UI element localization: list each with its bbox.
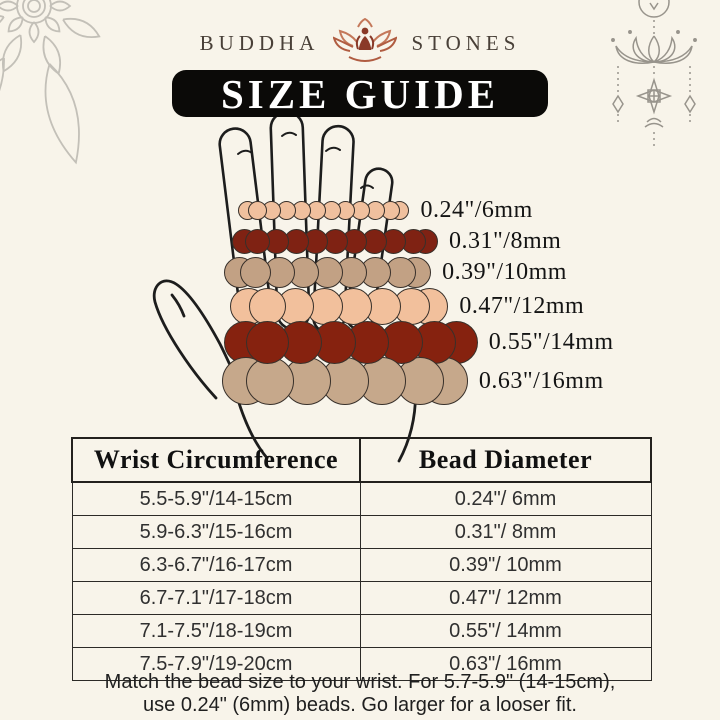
brand-logo: BUDDHA STONES: [0, 18, 720, 68]
bead-size-label: 0.47"/12mm: [459, 293, 585, 319]
brand-word-left: BUDDHA: [199, 30, 320, 55]
table-cell: 0.31"/ 8mm: [359, 515, 652, 549]
bead-strand-row: 0.55"/14mm: [224, 321, 614, 364]
bead-size-label: 0.31"/8mm: [449, 228, 562, 254]
table-cell: 0.24"/ 6mm: [359, 481, 652, 516]
bead-strand-row: 0.47"/12mm: [230, 288, 614, 325]
table-cell: 0.47"/ 12mm: [359, 581, 652, 615]
table-row: 6.3-6.7"/16-17cm 0.39"/ 10mm: [71, 548, 652, 582]
table-cell: 0.39"/ 10mm: [359, 548, 652, 582]
table-cell: 7.1-7.5"/18-19cm: [71, 614, 361, 648]
bead: [247, 201, 267, 220]
table-row: 7.1-7.5"/18-19cm 0.55"/ 14mm: [71, 614, 652, 648]
bead-strand-row: 0.63"/16mm: [222, 357, 614, 405]
brand-word-right: STONES: [411, 30, 521, 55]
bead: [246, 357, 294, 405]
table-cell: 7.5-7.9"/19-20cm: [71, 647, 361, 681]
bead-size-label: 0.55"/14mm: [488, 329, 614, 355]
bead-strand-row: 0.31"/8mm: [232, 228, 614, 255]
table-row: 6.7-7.1"/17-18cm 0.47"/ 12mm: [71, 581, 652, 615]
table-cell: 6.7-7.1"/17-18cm: [71, 581, 361, 615]
bead-strand-row: 0.24"/6mm: [238, 197, 614, 224]
bead: [239, 257, 271, 288]
footnote-line-1: Match the bead size to your wrist. For 5…: [104, 671, 616, 693]
table-cell: 6.3-6.7"/16-17cm: [71, 548, 361, 582]
footnote-line-2: use 0.24" (6mm) beads. Go larger for a l…: [143, 694, 577, 716]
bead-strand-row: 0.39"/10mm: [224, 257, 614, 288]
bead-size-label: 0.24"/6mm: [420, 197, 533, 223]
table-cell: 5.9-6.3"/15-16cm: [71, 515, 361, 549]
table-cell: 5.5-5.9"/14-15cm: [71, 481, 361, 516]
bead: [245, 321, 289, 364]
bead-size-label: 0.39"/10mm: [442, 259, 567, 285]
footnote: Match the bead size to your wrist. For 5…: [0, 671, 720, 717]
bead-strand-chart: 0.24"/6mm 0.31"/8mm 0.39"/10mm 0.47"/12mm 0.…: [222, 197, 614, 405]
table-cell: 0.55"/ 14mm: [359, 614, 652, 648]
bead: [244, 229, 270, 254]
lotus-meditation-icon: [333, 18, 398, 62]
size-table-body: 5.5-5.9"/14-15cm 0.24"/ 6mm 5.9-6.3"/15-16…: [71, 481, 652, 681]
table-header-cell: Wrist Circumference: [71, 437, 361, 483]
size-guide-banner: SIZE GUIDE: [172, 70, 548, 117]
table-header-cell: Bead Diameter: [359, 437, 652, 483]
bead-size-label: 0.63"/16mm: [478, 367, 604, 394]
size-table-header: Wrist Circumference Bead Diameter: [71, 437, 652, 483]
table-row: 5.9-6.3"/15-16cm 0.31"/ 8mm: [71, 515, 652, 549]
size-guide-title: SIZE GUIDE: [220, 70, 500, 117]
bead: [381, 229, 406, 254]
table-cell: 0.63"/ 16mm: [359, 647, 652, 681]
bead: [248, 288, 286, 325]
table-row: 5.5-5.9"/14-15cm 0.24"/ 6mm: [71, 481, 652, 516]
size-table: Wrist Circumference Bead Diameter 5.5-5.9…: [71, 437, 652, 681]
table-row: 7.5-7.9"/19-20cm 0.63"/ 16mm: [71, 647, 652, 681]
